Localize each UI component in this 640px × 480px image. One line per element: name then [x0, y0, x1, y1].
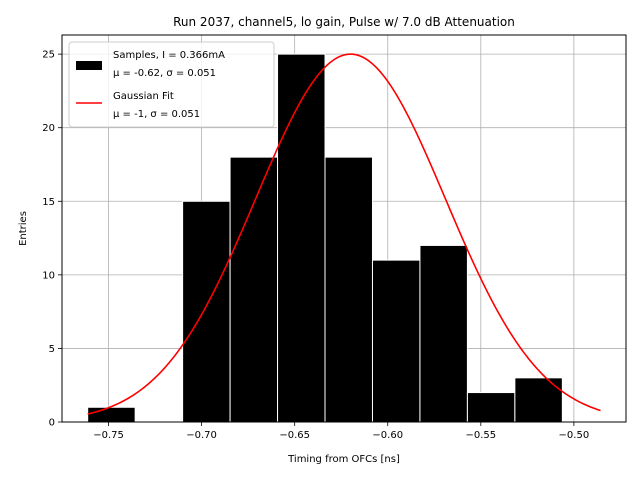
legend: Samples, I = 0.366mA μ = -0.62, σ = 0.05…: [68, 41, 275, 128]
legend-fit-label: Gaussian Fit: [113, 91, 174, 102]
histogram-bar: [419, 244, 468, 423]
histogram-bar: [229, 156, 279, 423]
histogram-bar: [324, 156, 373, 423]
x-tick-label: −0.75: [93, 430, 124, 441]
legend-box: [68, 41, 275, 128]
histogram-bar: [466, 392, 516, 423]
x-axis-title: Timing from OFCs [ns]: [287, 454, 400, 465]
x-tick-label: −0.65: [279, 430, 310, 441]
legend-fit-stats: μ = -1, σ = 0.051: [113, 109, 200, 120]
y-tick-label: 0: [49, 418, 55, 429]
y-tick-label: 25: [42, 50, 55, 61]
y-tick-label: 5: [49, 344, 55, 355]
x-tick-label: −0.50: [559, 430, 590, 441]
x-tick-label: −0.55: [465, 430, 496, 441]
gaussian-fit-line: [87, 53, 601, 415]
y-tick-label: 20: [42, 123, 55, 134]
y-tick-label: 15: [42, 197, 55, 208]
legend-samples-label: Samples, I = 0.366mA: [113, 50, 225, 61]
histogram-bar: [514, 377, 563, 423]
y-tick-label: 10: [42, 270, 55, 281]
histogram-bar: [87, 406, 136, 423]
x-tick-label: −0.70: [186, 430, 217, 441]
y-axis-title: Entries: [18, 211, 29, 246]
histogram-bar: [371, 259, 421, 423]
histogram-bar: [277, 53, 326, 423]
x-tick-label: −0.60: [372, 430, 403, 441]
chart-title: Run 2037, channel5, lo gain, Pulse w/ 7.…: [173, 15, 515, 29]
histogram-bar: [182, 200, 231, 423]
legend-samples-stats: μ = -0.62, σ = 0.051: [113, 68, 216, 79]
legend-samples-swatch: [76, 61, 102, 70]
plot-frame: [61, 34, 627, 423]
